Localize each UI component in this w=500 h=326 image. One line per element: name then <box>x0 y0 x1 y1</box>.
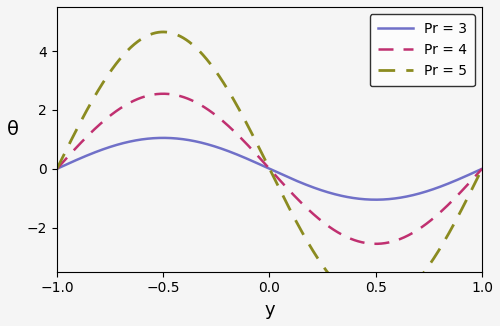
Pr = 4 <box>386 240 392 244</box>
Legend: Pr = 3, Pr = 4, Pr = 5: Pr = 3, Pr = 4, Pr = 5 <box>370 14 475 86</box>
Pr = 5 <box>386 301 392 305</box>
Pr = 5 <box>54 167 60 171</box>
Line: Pr = 4: Pr = 4 <box>57 94 482 244</box>
Pr = 3 <box>54 167 60 171</box>
Pr = 4 <box>226 125 232 129</box>
Pr = 3 <box>160 136 166 140</box>
Pr = 4 <box>372 242 378 246</box>
Pr = 4 <box>242 140 248 144</box>
Pr = 4 <box>346 236 352 240</box>
Pr = 3 <box>346 195 352 199</box>
Pr = 5 <box>372 304 378 307</box>
Pr = 5 <box>479 167 485 171</box>
Pr = 5 <box>394 297 400 301</box>
Pr = 5 <box>160 30 166 34</box>
X-axis label: y: y <box>264 301 275 319</box>
Pr = 4 <box>394 238 400 242</box>
Pr = 4 <box>160 92 166 96</box>
Pr = 3 <box>386 197 392 201</box>
Pr = 3 <box>242 156 248 160</box>
Pr = 4 <box>479 167 485 171</box>
Pr = 5 <box>226 90 232 94</box>
Line: Pr = 3: Pr = 3 <box>57 138 482 200</box>
Pr = 4 <box>54 167 60 171</box>
Pr = 3 <box>479 167 485 171</box>
Pr = 3 <box>226 150 232 154</box>
Pr = 3 <box>372 198 378 202</box>
Pr = 3 <box>394 196 400 200</box>
Pr = 3 <box>98 148 103 152</box>
Pr = 5 <box>346 293 352 297</box>
Pr = 4 <box>98 122 103 126</box>
Line: Pr = 5: Pr = 5 <box>57 32 482 305</box>
Pr = 5 <box>98 85 103 89</box>
Pr = 5 <box>242 118 248 122</box>
Y-axis label: θ: θ <box>7 120 19 139</box>
